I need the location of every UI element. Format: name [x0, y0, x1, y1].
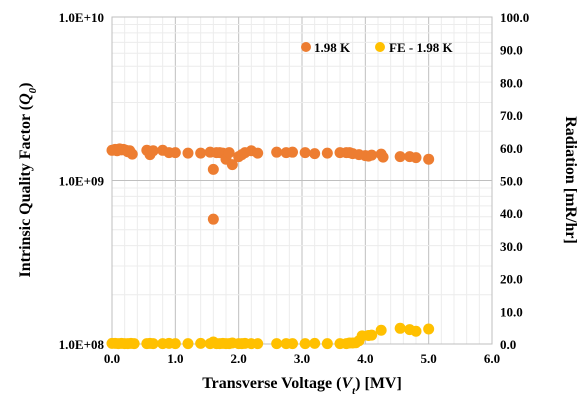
- data-point-series-2: [287, 338, 298, 350]
- data-point-series-1: [377, 151, 389, 163]
- x-tick-label: 6.0: [484, 351, 500, 366]
- data-point-series-2: [182, 338, 194, 350]
- data-point-series-1: [207, 163, 219, 175]
- legend-marker-2: [375, 42, 385, 52]
- data-point-series-2: [423, 323, 435, 335]
- left-y-tick-label: 1.0E+10: [59, 10, 104, 25]
- data-point-series-2: [271, 338, 283, 350]
- right-y-tick-label: 40.0: [500, 206, 523, 221]
- data-point-series-2: [366, 329, 378, 341]
- data-point-series-1: [182, 147, 194, 159]
- grid-lines: [111, 16, 493, 345]
- data-point-series-1: [309, 148, 321, 160]
- legend-marker-1: [301, 42, 311, 52]
- x-tick-label: 4.0: [357, 351, 373, 366]
- data-point-series-1: [423, 153, 435, 165]
- right-y-tick-labels: 0.0 10.0 20.0 30.0 40.0 50.0 60.0 70.0 80.0 90.0 1…: [500, 10, 529, 352]
- right-y-tick-label: 20.0: [500, 272, 523, 287]
- data-points: [106, 143, 435, 350]
- data-point-series-2: [147, 338, 159, 350]
- right-y-axis-title: Radiation [mR/hr]: [562, 116, 578, 244]
- data-point-series-1: [207, 213, 219, 225]
- data-point-series-1: [195, 147, 207, 159]
- data-point-series-1: [321, 147, 333, 159]
- x-tick-label: 1.0: [167, 351, 183, 366]
- left-y-axis-title: Intrinsic Quality Factor (Q0): [17, 83, 39, 278]
- data-point-series-1: [169, 147, 181, 159]
- right-y-tick-label: 100.0: [500, 10, 529, 25]
- left-y-tick-label: 1.0E+09: [59, 174, 105, 189]
- right-y-tick-label: 50.0: [500, 174, 523, 189]
- data-point-series-1: [226, 159, 238, 171]
- data-point-series-1: [299, 147, 311, 159]
- data-point-series-1: [147, 145, 159, 157]
- x-tick-label: 3.0: [294, 351, 310, 366]
- data-point-series-2: [299, 338, 311, 350]
- data-point-series-2: [394, 322, 406, 334]
- data-point-series-2: [128, 338, 140, 350]
- right-y-tick-label: 10.0: [500, 304, 523, 319]
- left-y-tick-label: 1.0E+08: [59, 337, 105, 352]
- x-tick-labels: 0.0 1.0 2.0 3.0 4.0 5.0 6.0: [104, 351, 500, 366]
- left-y-tick-labels: 1.0E+08 1.0E+09 1.0E+10: [59, 10, 105, 352]
- legend: 1.98 K FE - 1.98 K: [301, 40, 453, 55]
- legend-label-1: 1.98 K: [314, 40, 351, 55]
- data-point-series-1: [287, 146, 298, 158]
- data-point-series-1: [271, 146, 283, 158]
- data-point-series-2: [252, 338, 264, 350]
- x-tick-label: 5.0: [421, 351, 437, 366]
- data-point-series-1: [410, 152, 422, 164]
- data-point-series-1: [394, 151, 406, 163]
- data-point-series-2: [309, 337, 321, 349]
- right-y-tick-label: 80.0: [500, 75, 523, 90]
- x-axis-title: Transverse Voltage (Vt) [MV]: [202, 375, 402, 397]
- data-point-series-1: [126, 148, 138, 160]
- data-point-series-2: [375, 324, 387, 336]
- x-tick-label: 2.0: [231, 351, 247, 366]
- right-y-tick-label: 60.0: [500, 141, 523, 156]
- data-point-series-2: [321, 338, 333, 350]
- right-y-tick-label: 70.0: [500, 108, 523, 123]
- right-y-tick-label: 90.0: [500, 43, 523, 58]
- right-y-tick-label: 30.0: [500, 239, 523, 254]
- data-point-series-2: [169, 338, 181, 350]
- data-point-series-2: [195, 337, 207, 349]
- data-point-series-1: [366, 149, 378, 161]
- x-tick-label: 0.0: [104, 351, 120, 366]
- data-point-series-2: [410, 325, 422, 337]
- legend-label-2: FE - 1.98 K: [389, 40, 453, 55]
- data-point-series-1: [252, 147, 264, 159]
- right-y-tick-label: 0.0: [500, 337, 516, 352]
- data-point-series-1: [223, 147, 235, 159]
